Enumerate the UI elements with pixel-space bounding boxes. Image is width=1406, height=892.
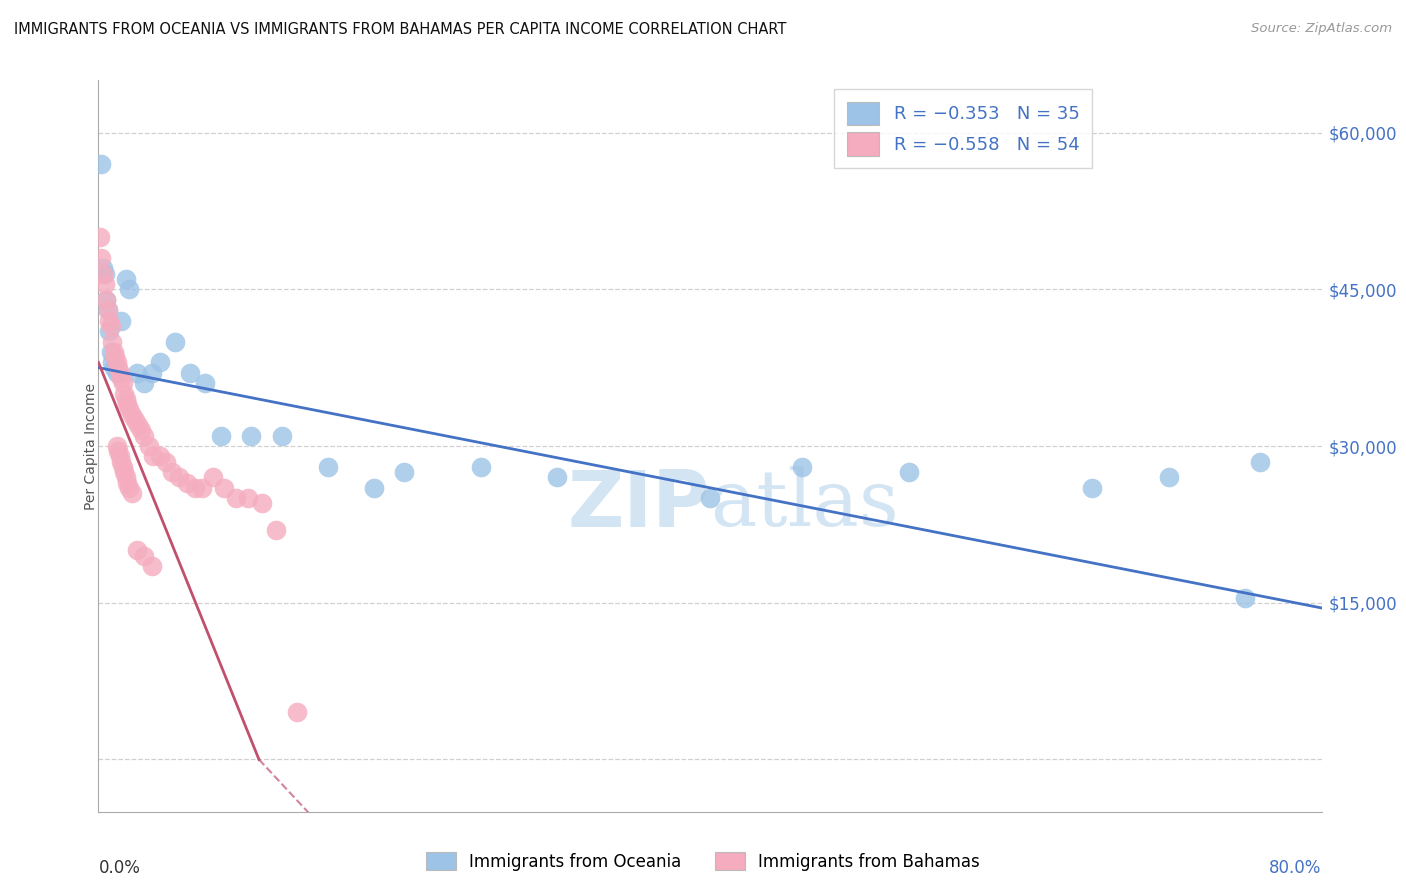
Point xyxy=(160,465,183,479)
Point xyxy=(110,371,132,385)
Point xyxy=(363,481,385,495)
Point xyxy=(202,470,225,484)
Point xyxy=(91,267,114,281)
Point xyxy=(134,376,156,391)
Point xyxy=(316,459,339,474)
Text: atlas: atlas xyxy=(710,467,898,542)
Point xyxy=(100,345,122,359)
Point xyxy=(100,318,122,333)
Point xyxy=(101,334,124,349)
Point xyxy=(699,491,721,506)
Point xyxy=(250,496,273,510)
Point xyxy=(125,543,148,558)
Point xyxy=(110,455,132,469)
Point xyxy=(127,418,149,433)
Point xyxy=(115,392,138,406)
Point xyxy=(1234,591,1257,605)
Point xyxy=(141,366,163,380)
Point xyxy=(112,386,135,401)
Point xyxy=(93,267,115,281)
Point xyxy=(142,450,165,464)
Point xyxy=(191,481,214,495)
Point xyxy=(238,491,260,506)
Point xyxy=(117,475,139,490)
Point xyxy=(138,439,160,453)
Point xyxy=(149,355,172,369)
Point xyxy=(115,272,138,286)
Point xyxy=(105,355,128,369)
Text: ZIP: ZIP xyxy=(568,467,710,542)
Point xyxy=(1081,481,1104,495)
Text: 0.0%: 0.0% xyxy=(98,859,141,877)
Point xyxy=(169,470,191,484)
Point xyxy=(90,251,112,265)
Point xyxy=(111,459,134,474)
Point xyxy=(111,376,134,391)
Point xyxy=(112,465,135,479)
Point xyxy=(264,523,287,537)
Point xyxy=(89,230,111,244)
Point xyxy=(897,465,920,479)
Point xyxy=(163,334,186,349)
Text: IMMIGRANTS FROM OCEANIA VS IMMIGRANTS FROM BAHAMAS PER CAPITA INCOME CORRELATION: IMMIGRANTS FROM OCEANIA VS IMMIGRANTS FR… xyxy=(14,22,786,37)
Text: Source: ZipAtlas.com: Source: ZipAtlas.com xyxy=(1251,22,1392,36)
Point xyxy=(108,450,131,464)
Point xyxy=(155,455,177,469)
Point xyxy=(184,481,207,495)
Point xyxy=(209,428,232,442)
Point xyxy=(141,559,163,574)
Point xyxy=(134,428,156,442)
Point xyxy=(103,360,125,375)
Point xyxy=(97,303,120,318)
Point xyxy=(470,459,492,474)
Point xyxy=(108,366,131,380)
Point xyxy=(115,470,138,484)
Point xyxy=(110,313,132,327)
Point xyxy=(1249,455,1271,469)
Point xyxy=(107,360,129,375)
Point xyxy=(107,444,129,458)
Point xyxy=(240,428,263,442)
Point xyxy=(176,475,198,490)
Point xyxy=(93,277,115,291)
Point xyxy=(790,459,813,474)
Point xyxy=(118,402,141,417)
Point xyxy=(98,324,121,338)
Point xyxy=(104,350,127,364)
Point xyxy=(121,408,143,422)
Point xyxy=(149,450,172,464)
Point xyxy=(285,706,308,720)
Point xyxy=(392,465,416,479)
Point xyxy=(94,293,117,307)
Point xyxy=(124,413,146,427)
Point xyxy=(179,366,201,380)
Point xyxy=(121,486,143,500)
Legend: R = −0.353   N = 35, R = −0.558   N = 54: R = −0.353 N = 35, R = −0.558 N = 54 xyxy=(834,89,1092,169)
Point xyxy=(118,481,141,495)
Legend: Immigrants from Oceania, Immigrants from Bahamas: Immigrants from Oceania, Immigrants from… xyxy=(418,844,988,880)
Point xyxy=(194,376,217,391)
Point xyxy=(125,366,148,380)
Point xyxy=(91,261,114,276)
Point xyxy=(117,397,139,411)
Point xyxy=(1157,470,1180,484)
Point xyxy=(103,345,125,359)
Point xyxy=(546,470,568,484)
Point xyxy=(97,303,120,318)
Point xyxy=(98,313,121,327)
Y-axis label: Per Capita Income: Per Capita Income xyxy=(84,383,98,509)
Point xyxy=(101,355,124,369)
Point xyxy=(90,157,112,171)
Point xyxy=(105,439,128,453)
Point xyxy=(105,366,128,380)
Point xyxy=(94,293,117,307)
Point xyxy=(134,549,156,563)
Point xyxy=(225,491,247,506)
Point xyxy=(118,282,141,296)
Text: 80.0%: 80.0% xyxy=(1270,859,1322,877)
Point xyxy=(270,428,292,442)
Point xyxy=(212,481,235,495)
Point xyxy=(129,423,152,437)
